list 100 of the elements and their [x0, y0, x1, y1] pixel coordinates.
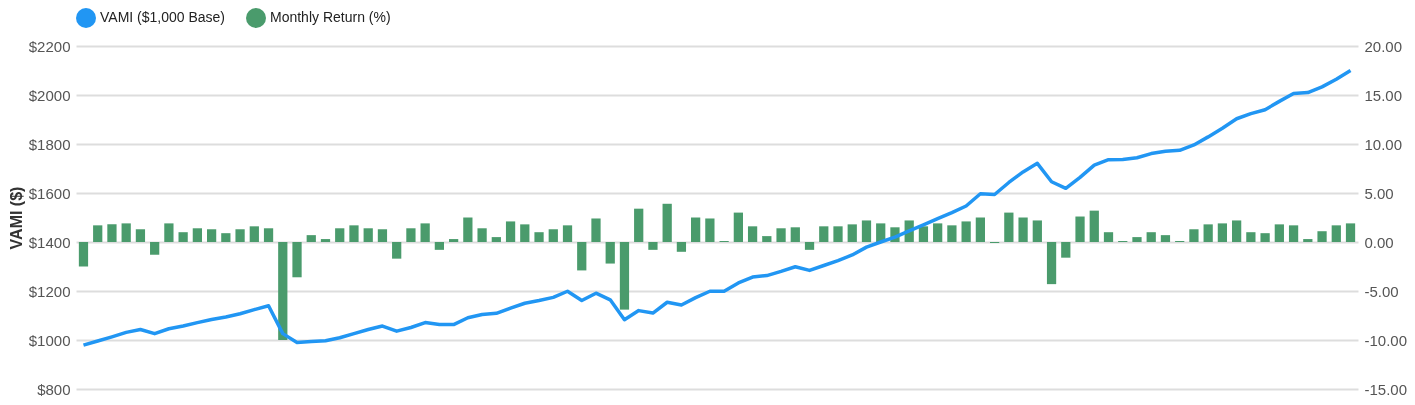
bar [249, 226, 259, 242]
bar [861, 220, 872, 242]
bar [263, 228, 274, 242]
bar [691, 217, 701, 242]
bar [1032, 220, 1042, 242]
bar [577, 242, 587, 271]
bar [591, 218, 601, 242]
y2-tick-label: 5.00 [1364, 184, 1394, 202]
bar [463, 217, 473, 242]
bar [1345, 223, 1356, 242]
y2-tick-label: 0.00 [1364, 233, 1394, 251]
bar [1046, 242, 1057, 285]
bar [363, 228, 373, 242]
bar [548, 229, 558, 242]
y2-tick-label: -15.00 [1364, 380, 1408, 398]
bar [392, 242, 402, 259]
bar [619, 242, 630, 310]
bar [520, 224, 530, 242]
bar [1018, 217, 1028, 242]
bar [1075, 216, 1085, 242]
y-tick-label: $1200 [28, 282, 71, 300]
bar [377, 229, 388, 242]
bar [747, 226, 758, 242]
bar [1132, 237, 1142, 242]
bar [1232, 220, 1242, 242]
bar [833, 226, 843, 242]
bar [1331, 225, 1341, 242]
y2-tick-label: 15.00 [1364, 86, 1403, 104]
bar [705, 218, 715, 242]
bar [733, 212, 743, 242]
bar [918, 226, 929, 242]
bar [449, 239, 459, 242]
bar [434, 242, 445, 250]
bar [1089, 210, 1099, 242]
legend-label: VAMI ($1,000 Base) [100, 9, 226, 25]
bar [278, 242, 288, 340]
bar [1246, 232, 1256, 242]
bar [349, 225, 359, 242]
bar [1160, 235, 1171, 242]
y-tick-label: $2200 [28, 37, 71, 55]
bar [933, 223, 943, 242]
line-series [81, 68, 1353, 347]
bar [206, 229, 217, 242]
bar [1274, 224, 1284, 242]
bar [320, 239, 331, 242]
bar [819, 226, 829, 242]
legend-label: Monthly Return (%) [270, 9, 391, 25]
bar [1189, 229, 1199, 242]
bar [164, 223, 174, 242]
bar [662, 203, 672, 242]
y-tick-label: $2000 [28, 86, 71, 104]
bar [335, 228, 345, 242]
bar [1317, 231, 1327, 242]
y2-tick-label: -5.00 [1364, 282, 1399, 300]
bar [1260, 233, 1270, 242]
bar [93, 225, 103, 242]
bar [150, 242, 160, 255]
y-tick-label: $1600 [28, 184, 71, 202]
bar [776, 228, 786, 242]
y2-tick-label: 10.00 [1364, 135, 1403, 153]
bar [1203, 224, 1213, 242]
bar [306, 235, 316, 242]
bar [804, 242, 815, 250]
bar [790, 227, 800, 242]
bar [491, 237, 501, 242]
bar [1146, 232, 1156, 242]
bar [1103, 232, 1114, 242]
y-tick-label: $1800 [28, 135, 71, 153]
y-tick-label: $1400 [28, 233, 71, 251]
y-axis-title: VAMI ($) [7, 186, 25, 250]
bar [121, 223, 131, 242]
bar [947, 225, 957, 242]
bar [562, 225, 573, 242]
bar [634, 208, 644, 242]
bar [1288, 225, 1299, 242]
bar [534, 232, 544, 242]
y-tick-label: $800 [37, 380, 71, 398]
bar [135, 229, 146, 242]
bar [221, 233, 231, 242]
bar [676, 242, 687, 252]
bar [961, 221, 971, 242]
bar [107, 224, 117, 242]
bar [605, 242, 615, 264]
bar [1061, 242, 1071, 258]
bar [505, 221, 516, 242]
bar [178, 232, 188, 242]
bar [847, 224, 857, 242]
y-tick-label: $1000 [28, 331, 71, 349]
bar [1004, 212, 1014, 242]
bar [192, 228, 202, 242]
bar [648, 242, 658, 250]
bar [235, 229, 245, 242]
bar [876, 223, 886, 242]
bar [406, 228, 416, 242]
bar [292, 242, 302, 278]
bar [1303, 239, 1313, 242]
bar [975, 217, 985, 242]
bar [477, 228, 487, 242]
bar [420, 223, 430, 242]
bar [1217, 223, 1228, 242]
